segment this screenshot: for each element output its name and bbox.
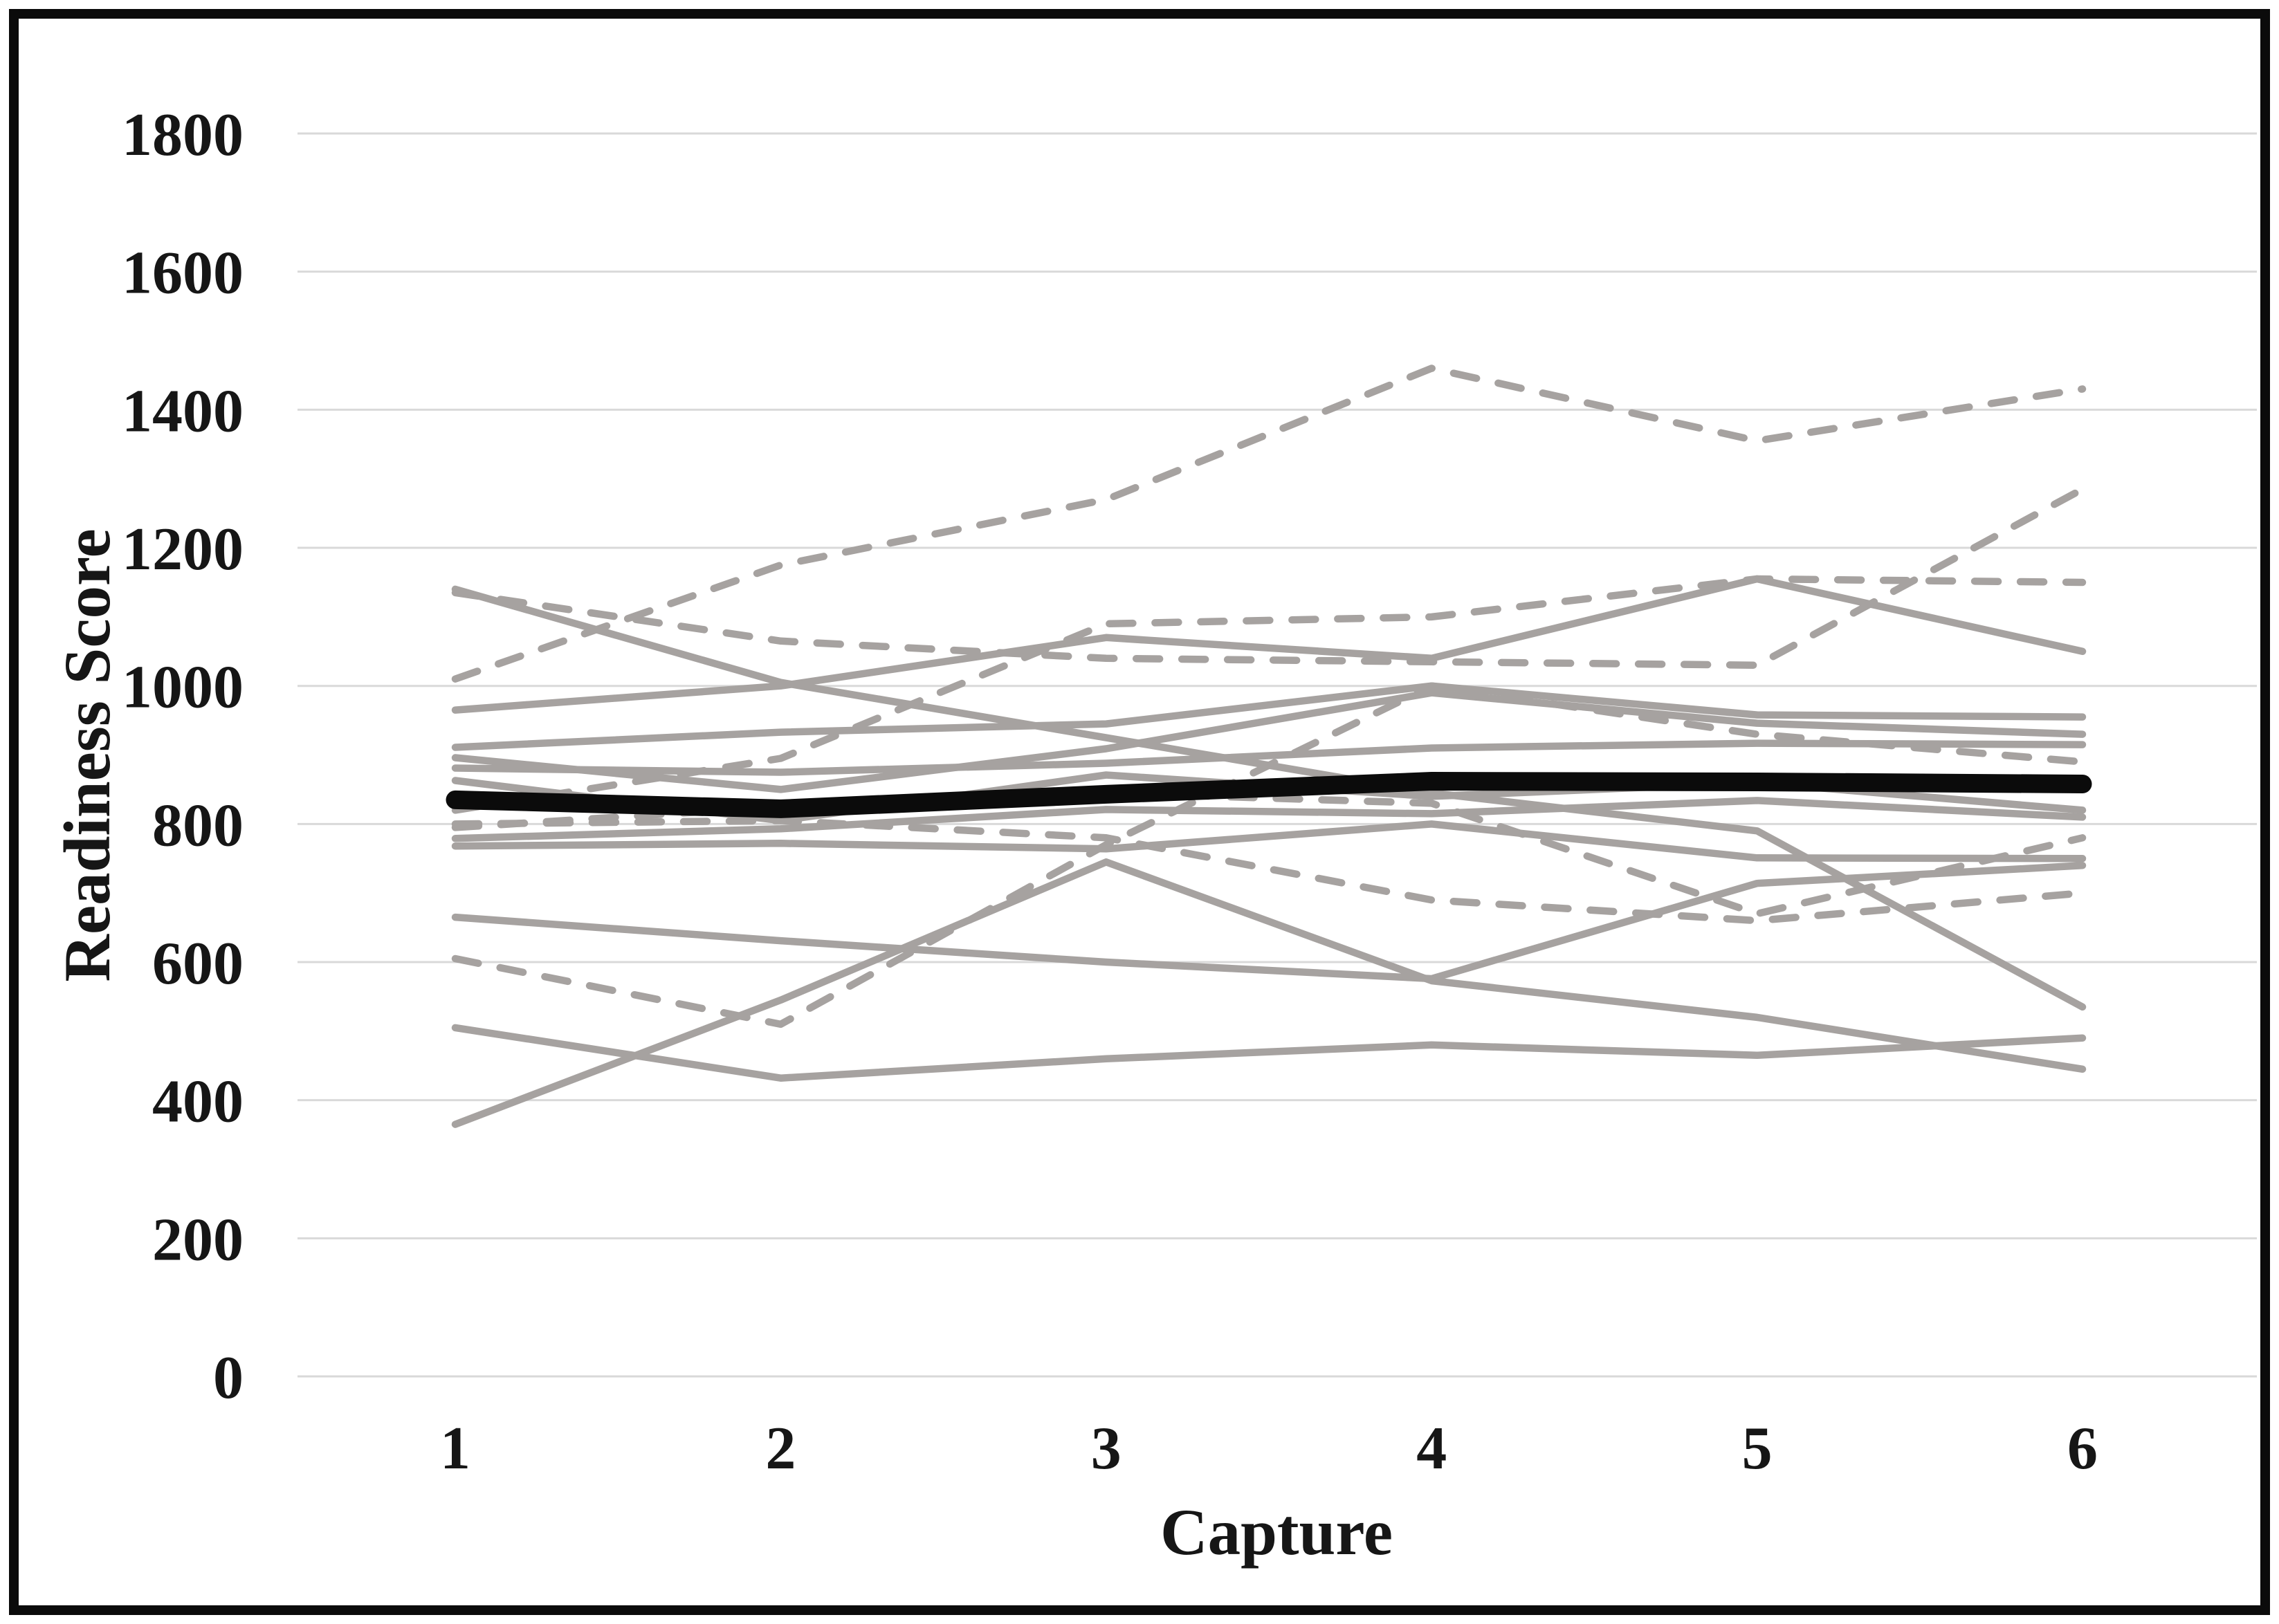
y-tick-label-800: 800 <box>152 792 244 859</box>
y-tick-label-1600: 1600 <box>122 240 244 307</box>
y-tick-label-1000: 1000 <box>122 654 244 721</box>
x-tick-label-4: 4 <box>1416 1415 1447 1482</box>
series-line-participant-03 <box>451 682 2087 751</box>
series-line-participant-13 <box>451 365 2087 683</box>
series-lines <box>446 365 2092 1128</box>
series-line-participant-04 <box>451 689 2087 793</box>
series-line-participant-02 <box>451 575 2087 714</box>
figure-border <box>9 9 2270 1615</box>
y-tick-label-200: 200 <box>152 1206 244 1273</box>
series-line-participant-14 <box>451 575 2087 814</box>
series-line-mean <box>446 772 2092 818</box>
series-line-participant-09 <box>451 862 2087 983</box>
x-tick-label-1: 1 <box>440 1415 470 1482</box>
y-tick-label-1200: 1200 <box>122 516 244 583</box>
series-line-participant-15 <box>451 682 2087 1028</box>
series-line-participant-12 <box>451 485 2087 670</box>
y-axis-title: Readiness Score <box>51 528 124 981</box>
gridlines <box>298 132 2257 1378</box>
y-tick-label-400: 400 <box>152 1069 244 1136</box>
y-tick-label-0: 0 <box>213 1345 244 1412</box>
series-line-participant-08 <box>451 820 2087 862</box>
x-axis-tick-labels: 1 2 3 4 5 6 <box>440 1415 2098 1482</box>
series-line-participant-07 <box>451 797 2087 842</box>
x-tick-label-2: 2 <box>765 1415 796 1482</box>
y-tick-label-1400: 1400 <box>122 378 244 445</box>
x-tick-label-6: 6 <box>2067 1415 2098 1482</box>
x-tick-label-3: 3 <box>1091 1415 1122 1482</box>
x-axis-title: Capture <box>1160 1495 1393 1569</box>
series-line-participant-11 <box>451 858 2087 1128</box>
series-line-participant-16 <box>451 817 2087 925</box>
y-axis-tick-labels: 0 200 400 600 800 1000 1200 1400 1600 1800 <box>122 102 244 1412</box>
y-tick-label-600: 600 <box>152 930 244 997</box>
y-tick-label-1800: 1800 <box>122 102 244 169</box>
x-tick-label-5: 5 <box>1742 1415 1773 1482</box>
series-line-participant-10 <box>451 1024 2087 1082</box>
series-line-participant-05 <box>451 739 2087 776</box>
